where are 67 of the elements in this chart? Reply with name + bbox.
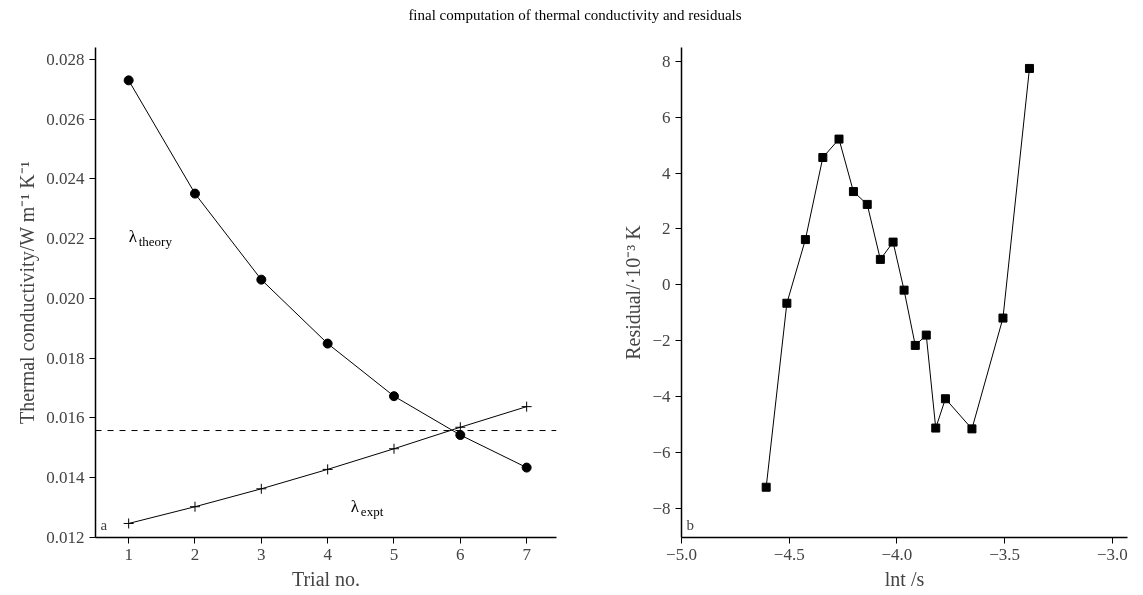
point xyxy=(1024,63,1034,73)
point xyxy=(875,254,885,264)
point xyxy=(834,134,844,144)
point xyxy=(388,443,400,455)
point xyxy=(899,285,909,295)
x-tick-label: 5 xyxy=(389,544,399,564)
x-tick-label: 6 xyxy=(456,544,465,564)
y-tick-label: 0.012 xyxy=(46,528,85,547)
x-tick-label: 3 xyxy=(257,544,266,564)
point xyxy=(888,237,898,247)
y-tick-label: 0.014 xyxy=(46,468,85,488)
point xyxy=(256,274,267,285)
point xyxy=(848,187,858,197)
point xyxy=(921,330,931,340)
point xyxy=(189,501,201,513)
x-axis-title: Trial no. xyxy=(291,567,361,590)
point xyxy=(455,430,466,441)
y-tick-label: 0.022 xyxy=(46,229,85,249)
y-tick-label: 0.024 xyxy=(46,169,85,189)
chart-title: final computation of thermal conductivity and residuals xyxy=(408,6,742,25)
point xyxy=(123,517,135,529)
point xyxy=(782,298,792,308)
x-tick-label: −3.5 xyxy=(989,544,1021,564)
x-tick-label: 7 xyxy=(522,544,532,564)
point xyxy=(521,401,533,413)
y-tick-label: 8 xyxy=(662,51,671,71)
x-tick-label: 2 xyxy=(190,544,200,564)
y-tick-label: 0 xyxy=(662,275,671,295)
x-tick-label: −4.0 xyxy=(881,544,913,564)
y-tick-label: −2 xyxy=(652,331,671,351)
point xyxy=(931,423,941,433)
y-tick-label: 0.020 xyxy=(46,288,85,308)
point xyxy=(190,188,200,199)
annotation: a xyxy=(100,516,108,533)
x-tick-label: −5.0 xyxy=(666,544,697,564)
annotation: b xyxy=(686,516,694,533)
y-tick-label: 0.016 xyxy=(46,408,85,428)
point xyxy=(967,424,977,434)
y-tick-label: 0.028 xyxy=(46,49,85,69)
point xyxy=(761,482,771,492)
point xyxy=(388,391,399,402)
point xyxy=(940,394,950,404)
point xyxy=(910,340,920,350)
y-tick-label: −8 xyxy=(652,498,671,518)
x-axis-title: lnt /s xyxy=(884,567,925,590)
point xyxy=(800,235,810,245)
point xyxy=(322,463,334,475)
x-tick-label: −4.5 xyxy=(773,544,805,564)
point xyxy=(998,313,1008,323)
y-tick-label: 4 xyxy=(662,163,671,183)
y-axis-title: Thermal conductivity/W m⁻¹ K⁻¹ xyxy=(16,161,40,425)
x-tick-label: 4 xyxy=(323,544,333,564)
x-tick-label: 1 xyxy=(124,544,133,564)
point xyxy=(862,199,872,209)
y-tick-label: 0.026 xyxy=(46,109,85,129)
point xyxy=(521,462,532,473)
y-tick-label: 0.018 xyxy=(46,348,85,368)
point xyxy=(255,483,267,495)
y-tick-label: −4 xyxy=(652,387,671,406)
point xyxy=(322,338,333,349)
x-tick-label: −3.0 xyxy=(1097,544,1128,564)
y-tick-label: 2 xyxy=(662,219,671,239)
y-tick-label: 6 xyxy=(662,107,671,127)
point xyxy=(123,75,134,86)
y-tick-label: −6 xyxy=(652,442,671,462)
y-axis-title: Residual/·10⁻³ K xyxy=(622,224,645,360)
point xyxy=(818,153,828,163)
